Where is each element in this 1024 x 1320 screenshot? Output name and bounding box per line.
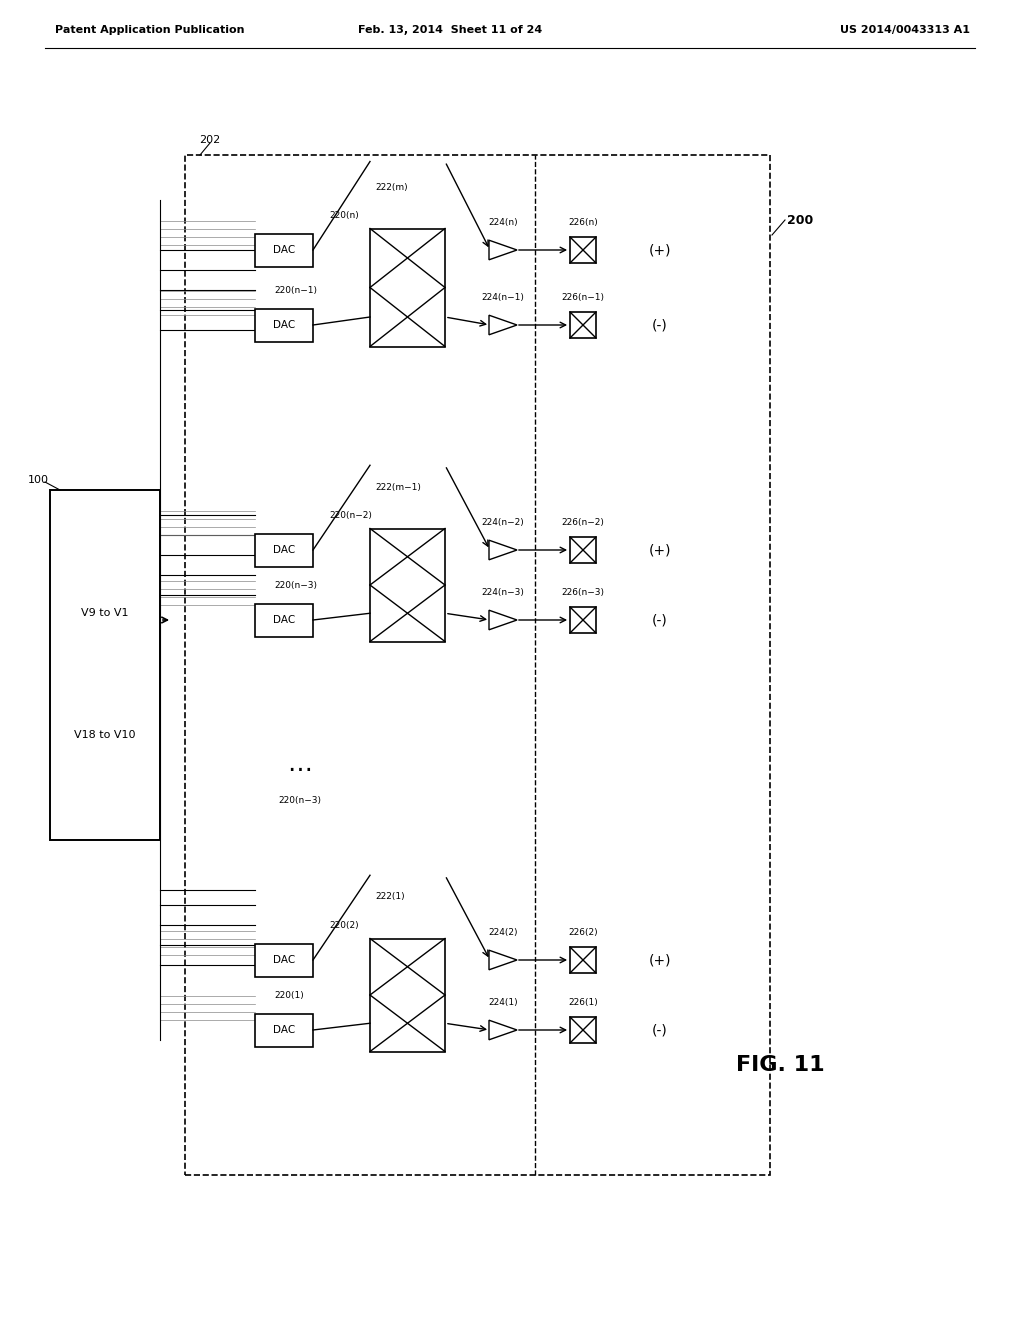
Text: DAC: DAC [272, 319, 295, 330]
Text: 224(2): 224(2) [488, 928, 518, 936]
Text: (-): (-) [652, 318, 668, 333]
Bar [570, 1016, 596, 1043]
Text: 220(1): 220(1) [274, 991, 304, 1001]
Text: 220(n−3): 220(n−3) [279, 796, 322, 804]
Bar [570, 946, 596, 973]
Text: 226(1): 226(1) [568, 998, 598, 1006]
Bar [570, 607, 596, 634]
Bar [255, 309, 313, 342]
Text: V9 to V1: V9 to V1 [81, 607, 129, 618]
Bar [50, 490, 160, 840]
Bar [255, 234, 313, 267]
Polygon shape [489, 610, 517, 630]
Text: 226(n−2): 226(n−2) [561, 517, 604, 527]
Text: 222(m): 222(m) [375, 182, 408, 191]
Polygon shape [489, 240, 517, 260]
Text: 220(n−1): 220(n−1) [274, 286, 317, 294]
Text: 224(n−1): 224(n−1) [481, 293, 524, 301]
Text: ⋯: ⋯ [288, 758, 312, 781]
Bar [370, 939, 445, 1052]
Bar [255, 603, 313, 636]
Text: 220(n−2): 220(n−2) [329, 511, 372, 520]
Text: 220(n−3): 220(n−3) [274, 581, 317, 590]
Text: Feb. 13, 2014  Sheet 11 of 24: Feb. 13, 2014 Sheet 11 of 24 [357, 25, 542, 36]
Text: 224(n−2): 224(n−2) [481, 517, 524, 527]
Text: (-): (-) [652, 612, 668, 627]
Text: 224(1): 224(1) [488, 998, 518, 1006]
Text: 220(n): 220(n) [329, 211, 358, 220]
Text: DAC: DAC [272, 1026, 295, 1035]
Polygon shape [489, 315, 517, 335]
Text: (+): (+) [649, 543, 672, 557]
Text: DAC: DAC [272, 246, 295, 255]
Bar [570, 238, 596, 263]
Text: 226(n−1): 226(n−1) [561, 293, 604, 301]
Bar [255, 1014, 313, 1047]
Text: Patent Application Publication: Patent Application Publication [55, 25, 245, 36]
Text: V18 to V10: V18 to V10 [75, 730, 136, 741]
Text: 100: 100 [28, 475, 48, 484]
Polygon shape [489, 950, 517, 970]
Text: (-): (-) [652, 1023, 668, 1038]
Text: DAC: DAC [272, 615, 295, 624]
Text: 202: 202 [200, 135, 220, 145]
Text: 224(n): 224(n) [488, 218, 518, 227]
Bar [370, 528, 445, 642]
Polygon shape [489, 540, 517, 560]
Text: 226(n−3): 226(n−3) [561, 587, 604, 597]
Text: DAC: DAC [272, 954, 295, 965]
Text: US 2014/0043313 A1: US 2014/0043313 A1 [840, 25, 970, 36]
Text: (+): (+) [649, 953, 672, 968]
Text: 200: 200 [786, 214, 813, 227]
Text: 226(n): 226(n) [568, 218, 598, 227]
Bar [370, 228, 445, 346]
Bar [570, 537, 596, 564]
Text: 224(n−3): 224(n−3) [481, 587, 524, 597]
Text: 220(2): 220(2) [329, 921, 358, 931]
Text: 222(m−1): 222(m−1) [375, 483, 421, 491]
Bar [185, 154, 770, 1175]
Text: (+): (+) [649, 243, 672, 257]
Bar [255, 944, 313, 977]
Text: DAC: DAC [272, 545, 295, 554]
Bar [570, 312, 596, 338]
Polygon shape [489, 1020, 517, 1040]
Bar [255, 533, 313, 566]
Text: FIG. 11: FIG. 11 [735, 1055, 824, 1074]
Text: 226(2): 226(2) [568, 928, 598, 936]
Text: 222(1): 222(1) [375, 892, 404, 902]
